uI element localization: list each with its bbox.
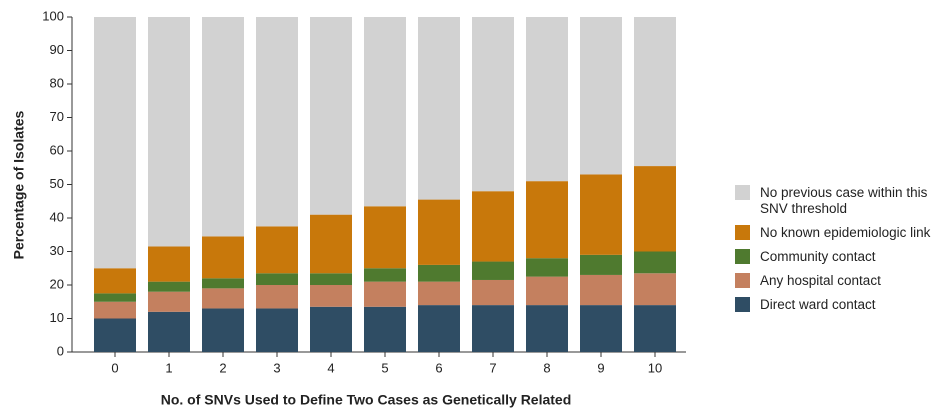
legend-swatch [735,185,750,200]
x-tick-label: 6 [435,360,442,375]
bar-segment [634,166,676,252]
legend-swatch [735,249,750,264]
bar-segment [472,191,514,262]
bar-segment [310,285,352,307]
bar-segment [634,251,676,274]
bar-segment [94,301,136,319]
x-tick-label: 0 [111,360,118,375]
bar-segment [580,17,622,175]
bar-segment [310,17,352,215]
bar-segment [202,278,244,289]
x-tick-label: 4 [327,360,334,375]
y-tick-label: 20 [50,276,64,291]
bar-segment [364,281,406,307]
legend: No previous case within this SNV thresho… [735,185,950,321]
bar-segment [94,17,136,269]
x-tick-label: 1 [165,360,172,375]
bar-segment [256,308,298,352]
legend-label: Any hospital contact [760,273,881,288]
bar-segment [148,311,190,352]
x-tick-label: 5 [381,360,388,375]
y-tick-label: 80 [50,75,64,90]
bar-segment [526,181,568,259]
bar-segment [310,306,352,352]
bar-segment [148,281,190,292]
x-tick-label: 9 [597,360,604,375]
legend-swatch [735,297,750,312]
legend-item: No previous case within this SNV thresho… [735,185,950,217]
y-tick-label: 10 [50,310,64,325]
bar-segment [472,17,514,192]
legend-label: Direct ward contact [760,297,876,312]
y-tick-label: 40 [50,209,64,224]
bar-segment [148,291,190,312]
legend-item: Any hospital contact [735,273,950,289]
bar-segment [634,305,676,352]
bar-segment [580,174,622,255]
y-tick-label: 60 [50,142,64,157]
bar-segment [580,305,622,352]
y-tick-label: 100 [42,8,64,23]
x-axis-label: No. of SNVs Used to Define Two Cases as … [161,392,572,408]
bar-segment [202,288,244,309]
bar-segment [472,261,514,280]
bar-segment [202,17,244,237]
bar-segment [256,226,298,274]
bar-segment [148,246,190,282]
bar-segment [418,17,460,200]
x-tick-label: 7 [489,360,496,375]
chart: No. of SNVs Used to Define Two Cases as … [11,8,686,408]
bar-segment [418,305,460,352]
bar-segment [472,279,514,306]
bar-segment [472,305,514,352]
bar-segment [310,273,352,285]
bar-segment [256,17,298,227]
bar-segment [202,308,244,352]
bar-segment [634,273,676,306]
y-tick-label: 70 [50,109,64,124]
legend-swatch [735,225,750,240]
bar-segment [580,254,622,275]
bar-segment [580,274,622,306]
x-tick-label: 8 [543,360,550,375]
y-tick-label: 0 [57,343,64,358]
bar-segment [310,214,352,274]
bar-segment [202,236,244,279]
bar-segment [256,285,298,309]
legend-item: No known epidemiologic link [735,225,950,241]
y-tick-label: 50 [50,176,64,191]
y-tick-label: 30 [50,243,64,258]
bar-segment [148,17,190,247]
bar-segment [418,281,460,306]
bar-segment [526,258,568,277]
bar-segment [364,17,406,207]
legend-label: No known epidemiologic link [760,225,931,240]
legend-swatch [735,273,750,288]
x-tick-label: 3 [273,360,280,375]
bar-segment [526,17,568,182]
bar-segment [94,268,136,294]
x-tick-label: 2 [219,360,226,375]
bar-segment [364,268,406,282]
bar-segment [364,206,406,269]
legend-item: Direct ward contact [735,297,950,313]
bar-segment [418,264,460,282]
y-axis-label: Percentage of Isolates [11,110,27,259]
bar-segment [94,318,136,352]
bar-segment [634,17,676,167]
legend-label: Community contact [760,249,876,264]
x-tick-label: 10 [648,360,662,375]
bar-segment [94,293,136,302]
bar-segment [256,273,298,285]
legend-label: No previous case within this SNV thresho… [760,185,928,216]
y-tick-label: 90 [50,42,64,57]
bar-segment [418,199,460,265]
bar-segment [526,276,568,306]
legend-item: Community contact [735,249,950,265]
bar-segment [526,305,568,352]
bar-segment [364,306,406,352]
